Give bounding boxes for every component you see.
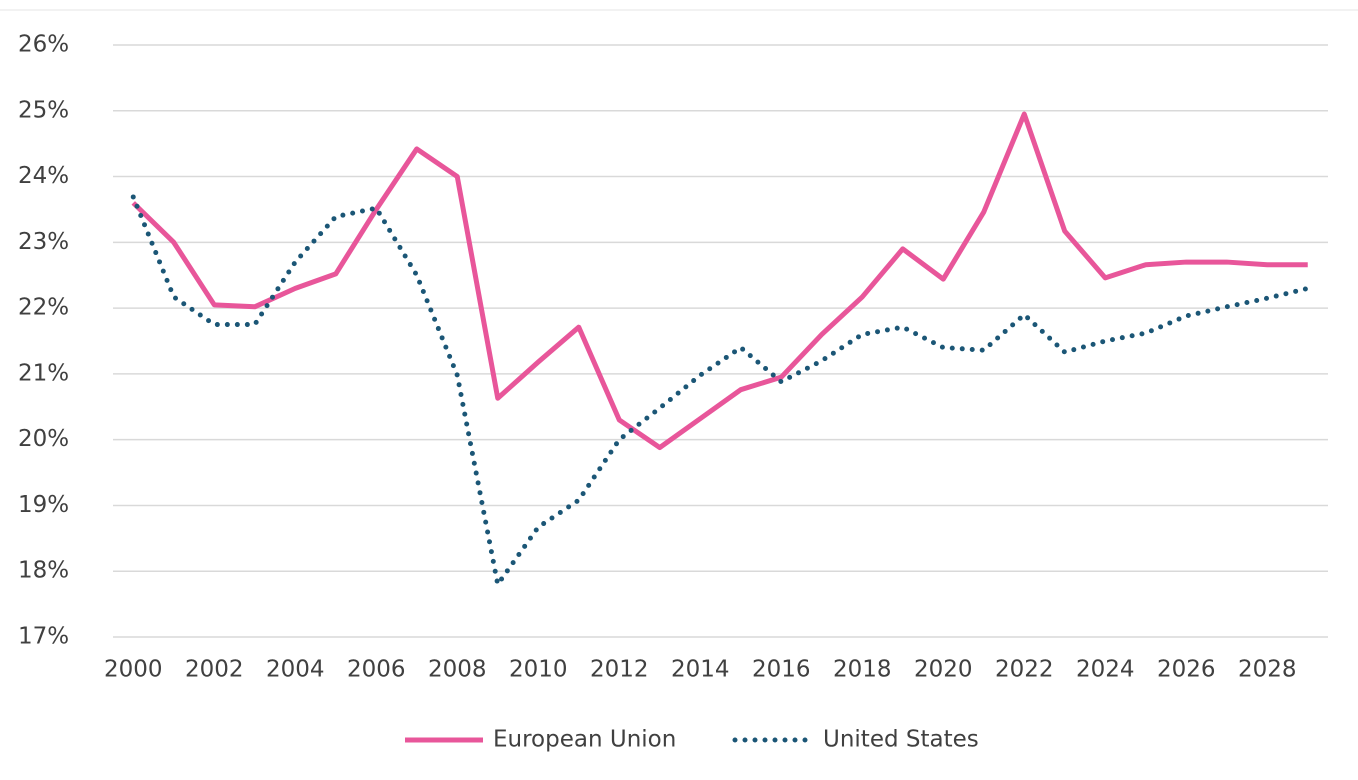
y-tick-label: 18% xyxy=(18,558,69,584)
x-tick-label: 2006 xyxy=(347,657,406,683)
x-tick-label: 2012 xyxy=(590,657,649,683)
y-tick-label: 23% xyxy=(18,229,69,255)
y-tick-label: 19% xyxy=(18,492,69,518)
x-tick-label: 2004 xyxy=(266,657,325,683)
x-tick-label: 2000 xyxy=(104,657,163,683)
x-tick-label: 2028 xyxy=(1238,657,1297,683)
y-tick-label: 25% xyxy=(18,97,69,123)
y-tick-label: 24% xyxy=(18,163,69,189)
x-tick-label: 2024 xyxy=(1076,657,1135,683)
x-tick-label: 2020 xyxy=(914,657,973,683)
x-tick-label: 2022 xyxy=(995,657,1054,683)
series-line xyxy=(131,111,1308,451)
x-tick-label: 2016 xyxy=(752,657,811,683)
series-line xyxy=(130,194,1311,591)
y-tick-label: 17% xyxy=(18,624,69,650)
y-tick-label: 22% xyxy=(18,295,69,321)
y-tick-label: 20% xyxy=(18,426,69,452)
x-tick-label: 2002 xyxy=(185,657,244,683)
y-tick-label: 21% xyxy=(18,360,69,386)
legend-label: United States xyxy=(823,727,979,753)
x-tick-label: 2018 xyxy=(833,657,892,683)
y-tick-label: 26% xyxy=(18,32,69,58)
x-tick-label: 2008 xyxy=(428,657,487,683)
x-tick-label: 2014 xyxy=(671,657,730,683)
x-tick-label: 2026 xyxy=(1157,657,1216,683)
legend-label: European Union xyxy=(493,727,676,753)
x-tick-label: 2010 xyxy=(509,657,568,683)
